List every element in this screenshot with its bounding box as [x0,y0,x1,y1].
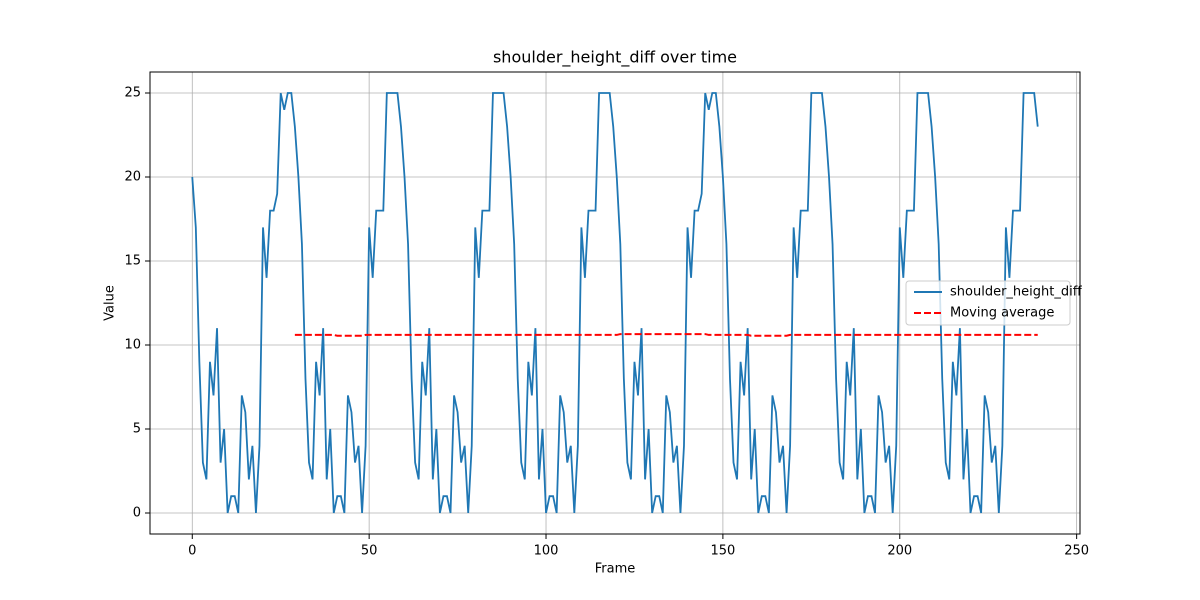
series-line [191,92,1039,514]
x-tick-label: 150 [710,544,735,559]
legend-label: Moving average [950,306,1054,321]
series-line [294,333,1038,337]
x-tick-label: 50 [361,544,378,559]
x-tick-label: 100 [534,544,559,559]
legend: shoulder_height_diff Moving average [905,280,1083,326]
x-tick-label: 0 [188,544,196,559]
legend-label: shoulder_height_diff [950,285,1083,300]
legend-box [905,280,1071,326]
y-tick-label: 20 [124,170,141,185]
y-tick-label: 5 [133,422,141,437]
x-axis-label: Frame [595,562,636,577]
y-tick-label: 10 [124,338,141,353]
y-tick-label: 0 [133,506,141,521]
x-tick-label: 250 [1064,544,1089,559]
chart-title: shoulder_height_diff over time [493,48,737,68]
y-tick-label: 25 [124,86,141,101]
x-tick-label: 200 [887,544,912,559]
y-axis-label: Value [103,285,118,321]
y-tick-label: 15 [124,254,141,269]
plot-frame [149,71,1081,535]
